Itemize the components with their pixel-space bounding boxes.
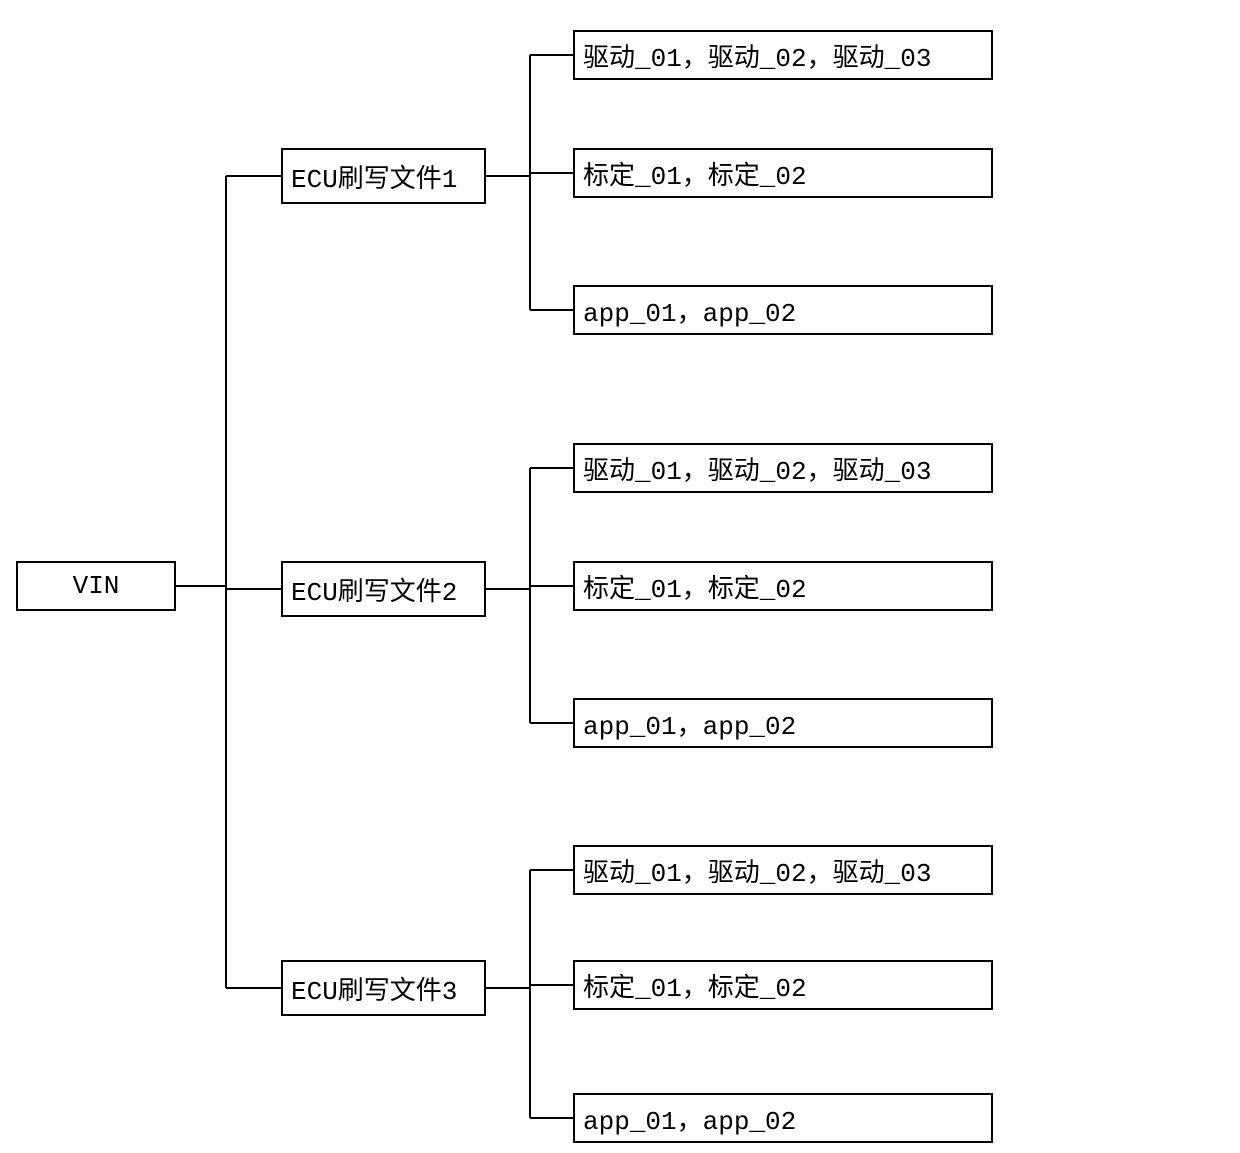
leaf-node: 驱动_01，驱动_02，驱动_03 xyxy=(573,845,993,895)
leaf-node: 标定_01，标定_02 xyxy=(573,561,993,611)
ecu-node-2: ECU刷写文件2 xyxy=(281,561,486,617)
leaf-node: 驱动_01，驱动_02，驱动_03 xyxy=(573,30,993,80)
leaf-node: 标定_01，标定_02 xyxy=(573,148,993,198)
leaf-node: app_01，app_02 xyxy=(573,698,993,748)
ecu-node-1: ECU刷写文件1 xyxy=(281,148,486,204)
ecu-node-3: ECU刷写文件3 xyxy=(281,960,486,1016)
leaf-node: app_01，app_02 xyxy=(573,1093,993,1143)
leaf-node: app_01，app_02 xyxy=(573,285,993,335)
leaf-node: 标定_01，标定_02 xyxy=(573,960,993,1010)
leaf-node: 驱动_01，驱动_02，驱动_03 xyxy=(573,443,993,493)
root-node: VIN xyxy=(16,561,176,611)
